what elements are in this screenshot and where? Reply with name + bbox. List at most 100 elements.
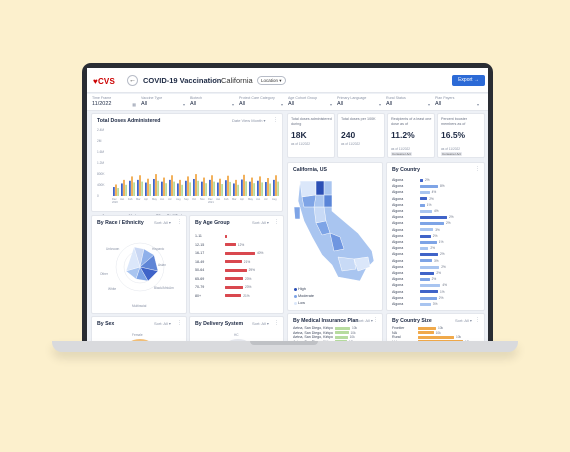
dose-bar [137, 179, 139, 196]
filter-time-frame[interactable]: Time Frame 11/2022 ▦ [92, 96, 136, 107]
row-label: Algona [392, 258, 404, 263]
row-value: 10k [352, 326, 358, 330]
sort-select[interactable]: Sort: All ▾ [252, 321, 269, 326]
insurance-row[interactable]: Aetna, San Diego, Kirkport 10k [293, 331, 383, 336]
y-tick-label: 2.4M [97, 128, 105, 132]
row-label: Frontier [392, 326, 405, 330]
row-label: Algona [392, 215, 404, 220]
more-icon[interactable]: ⋮ [177, 320, 182, 326]
insurance-row[interactable]: Aetna, San Diego, Kirkport 10k [293, 335, 383, 340]
country-row[interactable]: Algona 2% [392, 271, 482, 276]
age-row[interactable]: 16-17 40% [195, 251, 285, 256]
export-button[interactable]: Export → [452, 75, 485, 86]
sort-select[interactable]: Sort: All ▾ [154, 220, 171, 225]
sort-select[interactable]: Sort: All ▾ [356, 318, 373, 323]
back-button[interactable]: ← [127, 75, 138, 86]
country-row[interactable]: Algona 4% [392, 209, 482, 214]
country-row[interactable]: Algona 4% [392, 283, 482, 288]
row-bar [335, 331, 349, 335]
dose-bar [245, 181, 247, 196]
y-tick-label: 1.6M [97, 150, 105, 154]
more-icon[interactable]: ⋮ [177, 219, 182, 225]
california-map[interactable] [294, 177, 380, 283]
sort-select[interactable]: Sort: All ▾ [154, 321, 171, 326]
country-row[interactable]: Algona 3% [392, 228, 482, 233]
dose-bar [155, 174, 157, 196]
x-tick-label: Sep [184, 198, 189, 201]
age-row[interactable]: 50-64 29% [195, 268, 285, 273]
kpi-total-doses: Total doses administered during 18K as of … [287, 113, 335, 158]
dose-bar [265, 182, 267, 196]
filter-plan-payers[interactable]: Plan Payers All ▾ [435, 96, 479, 107]
country-row[interactable]: Algona 2% [392, 221, 482, 226]
age-row[interactable]: 80+ 21% [195, 294, 285, 299]
country-size-row[interactable]: NA 10k [392, 331, 482, 336]
card-title: By Age Group [195, 220, 230, 226]
country-row[interactable]: Algona 2% [392, 215, 482, 220]
row-label: Aetna, San Diego, Kirkport [293, 330, 333, 335]
filter-rural-status[interactable]: Rural Status All ▾ [386, 96, 430, 107]
country-size-row[interactable]: Rural 10k [392, 335, 482, 340]
row-label: Aetna, San Diego, Kirkport [293, 326, 333, 330]
row-value: 2% [449, 215, 454, 220]
row-label: Algona [392, 277, 404, 282]
country-row[interactable]: Algona 3% [392, 259, 482, 264]
row-value: 29% [248, 268, 255, 272]
country-row[interactable]: Algona 8% [392, 184, 482, 189]
country-row[interactable]: Algona 2% [392, 252, 482, 257]
chevron-down-icon: ▾ [182, 102, 185, 107]
calendar-icon: ▦ [132, 102, 136, 107]
country-row[interactable]: Algona 1% [392, 240, 482, 245]
insurance-row[interactable]: Aetna, San Diego, Kirkport 10k [293, 326, 383, 331]
row-label: Rural [392, 335, 401, 339]
filter-care-category[interactable]: Protect Care Category All ▾ [239, 96, 283, 107]
dose-bar [211, 175, 213, 196]
age-row[interactable]: 65-69 23% [195, 277, 285, 282]
country-row[interactable]: Algona 2% [392, 246, 482, 251]
filter-language[interactable]: Primary Language All ▾ [337, 96, 381, 107]
age-row[interactable]: 18-49 21% [195, 260, 285, 265]
more-icon[interactable]: ⋮ [475, 317, 480, 323]
age-row[interactable]: 12-15 12% [195, 243, 285, 248]
sort-select[interactable]: Sort: All ▾ [252, 220, 269, 225]
country-row[interactable]: Algona 2% [392, 197, 482, 202]
filter-biotech[interactable]: Biotech All ▾ [190, 96, 234, 107]
dose-bar [229, 181, 231, 196]
date-view-select[interactable]: Date View Month ▾ [232, 118, 266, 123]
more-icon[interactable]: ⋮ [475, 166, 480, 172]
country-row[interactable]: Algona 2% [392, 296, 482, 301]
country-row[interactable]: Algona 3% [392, 302, 482, 307]
more-icon[interactable]: ⋮ [274, 320, 279, 326]
dose-bar [177, 183, 179, 196]
dose-bar [187, 176, 189, 196]
more-icon[interactable]: ⋮ [373, 317, 378, 323]
card-title: By Delivery System [195, 321, 244, 327]
sort-select[interactable]: Sort: All ▾ [455, 318, 472, 323]
dose-bar [117, 188, 119, 196]
chevron-down-icon: ▾ [378, 102, 381, 107]
country-row[interactable]: Algona 1% [392, 203, 482, 208]
row-bar [225, 243, 236, 247]
country-row[interactable]: Algona 4% [392, 190, 482, 195]
age-row[interactable]: 1-11 [195, 234, 285, 239]
more-icon[interactable]: ⋮ [274, 219, 279, 225]
country-row[interactable]: Algona 2% [392, 277, 482, 282]
filter-age-cohort[interactable]: Age Cohort Group All ▾ [288, 96, 332, 107]
filter-vaccine-type[interactable]: Vaccine Type All ▾ [141, 96, 185, 107]
row-bar [420, 284, 441, 288]
country-size-row[interactable]: Frontier 10k [392, 326, 482, 331]
country-row[interactable]: Algona 2% [392, 178, 482, 183]
country-row[interactable]: Algona 2% [392, 265, 482, 270]
row-label: Algona [392, 221, 404, 226]
row-label: 70-79 [195, 285, 205, 289]
row-value: 2% [431, 277, 437, 282]
row-value: 2% [430, 246, 435, 251]
location-dropdown[interactable]: Location ▾ [257, 76, 286, 85]
age-row[interactable]: 70-79 23% [195, 285, 285, 290]
country-row[interactable]: Algona 2% [392, 234, 482, 239]
row-bar [418, 335, 454, 339]
country-row[interactable]: Algona 1% [392, 290, 482, 295]
more-icon[interactable]: ⋮ [273, 117, 278, 123]
cvs-logo[interactable]: ♥CVS [93, 77, 116, 86]
row-value: 4% [434, 209, 439, 213]
